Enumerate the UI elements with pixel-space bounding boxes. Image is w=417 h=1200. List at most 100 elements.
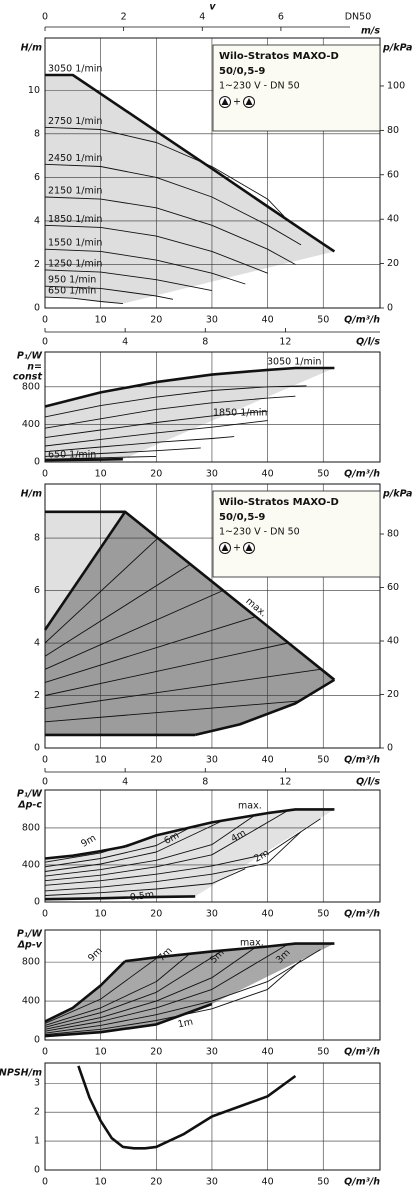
x-tick-label: 30: [206, 315, 218, 326]
x-tick-label: 40: [262, 469, 274, 480]
y-tick-label: 800: [22, 957, 40, 968]
curve-label: 3050 1/min: [267, 357, 321, 368]
curve: [194, 678, 336, 737]
y-tick-label: 8: [34, 128, 40, 139]
y2-tick-label: 40: [387, 214, 399, 225]
curve-label: 950 1/min: [48, 275, 96, 286]
y-tick-label: 0: [34, 1165, 40, 1176]
y2-tick-label: 80: [387, 125, 399, 136]
legend-line: Wilo-Stratos MAXO-D: [219, 497, 339, 508]
shaded-range: [45, 809, 335, 900]
y2-tick-label: 60: [387, 582, 399, 593]
y-tick-label: 400: [22, 996, 40, 1007]
curve: [44, 457, 123, 462]
curve: [44, 831, 302, 892]
legend-box: [212, 490, 381, 578]
x-axis-label: Q/m³/h: [344, 755, 380, 766]
plot-frame: [44, 1062, 381, 1171]
x-tick-label: 30: [206, 1047, 218, 1058]
y-tick-label: 0: [34, 1035, 40, 1046]
x-tick-label: 30: [206, 469, 218, 480]
pump-icon-triangle: [245, 98, 253, 105]
curve: [44, 949, 321, 1034]
x-tick-label: 50: [317, 469, 329, 480]
y2-axis-label: p/kPa: [382, 489, 412, 500]
range-area: [45, 511, 335, 735]
x-tick-label: 50: [317, 755, 329, 766]
curve: [44, 436, 235, 453]
curve: [44, 834, 159, 863]
curve: [77, 1065, 297, 1150]
curve: [44, 269, 212, 292]
y-tick-label: 2: [34, 1107, 40, 1118]
y-tick-label: 400: [22, 859, 40, 870]
y-tick-label: 800: [22, 381, 40, 392]
curve: [44, 827, 191, 868]
curve: [45, 73, 336, 253]
legend-box: [212, 44, 381, 132]
y-tick-label: 4: [34, 215, 40, 226]
x-tick-label: 10: [95, 469, 107, 480]
y-axis-label-note: Δp-c: [17, 800, 42, 811]
curve-label: 650 1/min: [48, 450, 96, 461]
y-tick-label: 4: [34, 638, 40, 649]
plot-frame: [44, 929, 381, 1041]
x-tick-label: 0: [42, 315, 48, 326]
y-tick-label: 0: [34, 743, 40, 754]
curve-label: 0.5m: [129, 889, 155, 903]
curve-label: 1250 1/min: [48, 258, 102, 269]
top-tick-label: 4: [199, 12, 205, 23]
plot-frame: [44, 37, 381, 309]
y-axis-label: NPSH/m: [0, 1068, 42, 1079]
x2-axis-label: Q/l/s: [356, 337, 380, 348]
curve: [44, 224, 268, 274]
x-tick-label: 30: [206, 755, 218, 766]
curve: [44, 1002, 213, 1038]
x2-tick-label: 0: [42, 337, 48, 348]
curve-label: 2150 1/min: [48, 185, 102, 196]
x-tick-label: 40: [262, 1177, 274, 1188]
curve: [44, 163, 302, 246]
legend-line: Wilo-Stratos MAXO-D: [219, 51, 339, 62]
x-tick-label: 40: [262, 755, 274, 766]
y-tick-label: 8: [34, 533, 40, 544]
x-tick-label: 20: [150, 469, 162, 480]
curve: [44, 818, 321, 886]
x-tick-label: 10: [95, 755, 107, 766]
curve-label: 3050 1/min: [48, 64, 102, 75]
curve: [44, 820, 224, 872]
plot-frame: [44, 789, 381, 903]
y2-tick-label: 40: [387, 636, 399, 647]
x2-tick-label: 0: [42, 777, 48, 788]
curve: [44, 395, 296, 429]
x-tick-label: 10: [95, 1047, 107, 1058]
top-tick-label: 2: [121, 12, 127, 23]
top-axis-note: DN50: [345, 12, 372, 23]
curve: [44, 385, 307, 418]
y-axis-label: H/m: [21, 43, 42, 54]
y-tick-label: 0: [34, 457, 40, 468]
legend-line: 1~230 V - DN 50: [219, 81, 300, 92]
y2-tick-label: 0: [387, 743, 393, 754]
curve-label: 1850 1/min: [48, 214, 102, 225]
x2-tick-label: 8: [202, 337, 208, 348]
curve: [124, 942, 335, 963]
curve: [44, 126, 285, 217]
curve: [44, 248, 246, 285]
y-tick-label: 2: [34, 690, 40, 701]
curve: [44, 196, 296, 265]
x-tick-label: 50: [317, 1047, 329, 1058]
curve: [44, 537, 159, 644]
legend-line: 1~230 V - DN 50: [219, 527, 300, 538]
top-tick-label: 6: [278, 12, 284, 23]
legend-joiner: +: [233, 543, 241, 554]
pump-icon-triangle: [221, 544, 229, 551]
y-axis-label-note: n=: [27, 362, 42, 373]
curve: [45, 510, 336, 681]
y-tick-label: 3: [34, 1078, 40, 1089]
y-tick-label: 800: [22, 822, 40, 833]
curve: [44, 563, 191, 657]
x-tick-label: 20: [150, 755, 162, 766]
pump-icon-triangle: [245, 544, 253, 551]
top-axis-unit: m/s: [361, 26, 380, 37]
